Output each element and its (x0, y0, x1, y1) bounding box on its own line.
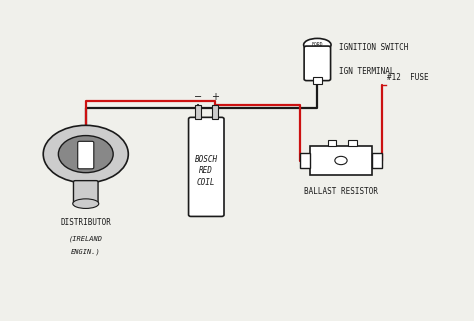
Text: IGNITION SWITCH: IGNITION SWITCH (338, 44, 408, 53)
Bar (195, 105, 201, 119)
FancyBboxPatch shape (78, 141, 94, 169)
Bar (328, 140, 336, 146)
Text: IGN TERMINAL: IGN TERMINAL (338, 66, 394, 75)
Bar (300, 153, 310, 168)
Text: ENGIN.): ENGIN.) (71, 248, 100, 255)
Bar (372, 153, 382, 168)
FancyBboxPatch shape (189, 117, 224, 216)
Text: −: − (194, 92, 202, 102)
Circle shape (43, 125, 128, 183)
Ellipse shape (304, 39, 331, 51)
Bar (348, 140, 356, 146)
Text: +: + (211, 92, 219, 102)
Bar (310, 146, 372, 175)
FancyBboxPatch shape (304, 46, 330, 81)
Text: BOSCH: BOSCH (195, 155, 218, 164)
Text: #12  FUSE: #12 FUSE (387, 73, 428, 82)
Bar (212, 105, 218, 119)
FancyBboxPatch shape (73, 181, 98, 205)
Text: (IRELAND: (IRELAND (69, 236, 103, 242)
Circle shape (335, 156, 347, 165)
Text: DISTRIBUTOR: DISTRIBUTOR (60, 218, 111, 227)
Ellipse shape (73, 199, 99, 208)
Text: COIL: COIL (197, 178, 216, 187)
Bar (313, 77, 321, 84)
Circle shape (58, 135, 113, 173)
Text: BALLAST RESISTOR: BALLAST RESISTOR (304, 187, 378, 196)
Text: FORD: FORD (311, 42, 323, 47)
Text: RED: RED (200, 166, 213, 175)
